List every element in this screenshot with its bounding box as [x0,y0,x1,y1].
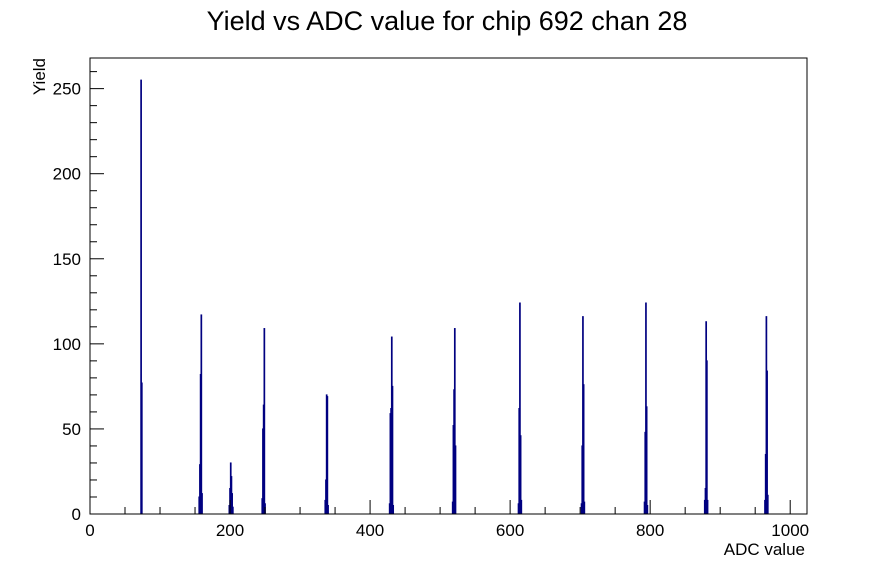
histogram-bin [520,499,523,515]
histogram-bin [706,360,708,515]
histogram-bin [263,328,266,515]
y-axis: 0 50 100 150 200 250 [53,71,104,524]
y-axis-label: Yield [30,58,49,95]
histogram-bin [645,406,648,515]
histogram-bin [582,384,585,515]
histogram-bin [327,504,329,515]
histogram-bin [231,506,234,515]
histogram-bin [391,385,394,515]
x-tick-label: 0 [85,521,94,540]
histogram-bin [766,494,769,515]
histogram-bin [140,382,143,515]
histogram-bars [140,79,769,515]
x-tick-label: 1000 [771,521,809,540]
x-tick-label: 200 [216,521,244,540]
histogram-bin [326,396,329,515]
y-tick-label: 0 [72,505,81,524]
y-tick-label: 100 [53,335,81,354]
x-axis: 0 200 400 600 800 1000 [85,500,809,540]
histogram-bin [200,314,203,515]
chart-title: Yield vs ADC value for chip 692 chan 28 [207,6,688,36]
histogram-bin [583,501,586,515]
x-axis-label: ADC value [724,540,805,559]
histogram-bin [706,499,709,515]
histogram-bin [454,445,457,515]
histogram-bin [392,504,395,515]
plot-frame [89,57,808,515]
y-tick-label: 150 [53,250,81,269]
y-tick-label: 250 [53,80,81,99]
y-tick-label: 200 [53,165,81,184]
x-tick-label: 800 [636,521,664,540]
x-tick-label: 600 [496,521,524,540]
histogram-bin [646,504,649,515]
x-tick-label: 400 [356,521,384,540]
histogram-bin [201,493,203,515]
y-tick-label: 50 [62,420,81,439]
histogram-bin [766,370,768,515]
